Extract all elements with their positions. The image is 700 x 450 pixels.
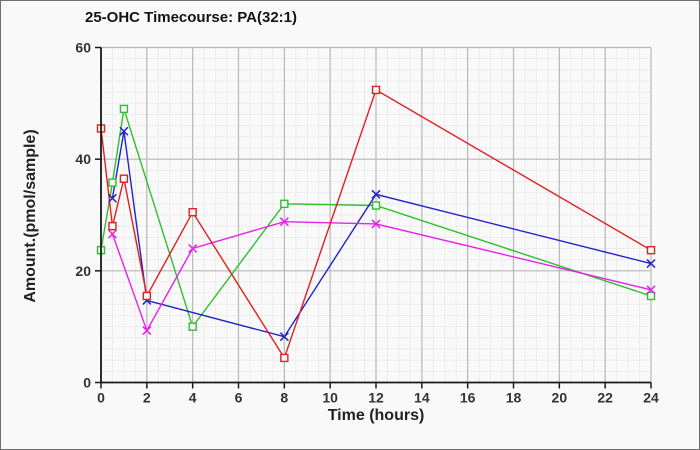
series-magenta-marker	[142, 326, 152, 336]
y-tick-label: 40	[75, 151, 91, 167]
series-magenta-marker	[371, 219, 381, 229]
series-green-marker	[108, 178, 117, 187]
series-red-marker	[371, 85, 381, 95]
x-tick-label: 0	[97, 390, 105, 406]
series-green-marker	[371, 201, 381, 210]
series-blue-marker	[279, 332, 289, 342]
series-red-marker	[188, 208, 197, 217]
series-red-marker	[119, 174, 129, 183]
series-green-marker	[646, 291, 656, 301]
x-tick-label: 8	[280, 390, 288, 406]
series-magenta-marker	[279, 217, 289, 227]
series-magenta-marker	[107, 229, 117, 239]
series-green-marker	[119, 104, 129, 114]
series-blue-marker	[646, 259, 656, 269]
x-tick-label: 20	[552, 390, 568, 406]
x-tick-label: 6	[235, 390, 243, 406]
series-green-marker	[188, 322, 197, 331]
series-magenta-line	[111, 220, 652, 333]
series-red-marker	[280, 353, 289, 363]
x-tick-label: 12	[368, 390, 384, 406]
x-axis-title: Time (hours)	[327, 407, 425, 424]
series-blue-line	[111, 131, 652, 338]
x-tick-label: 24	[643, 390, 659, 406]
x-tick-label: 22	[597, 390, 613, 406]
series-blue-marker	[119, 126, 129, 136]
series-blue-marker	[371, 189, 381, 199]
y-tick-label: 60	[75, 40, 91, 56]
y-tick-label: 0	[83, 375, 91, 391]
chart-title: 25-OHC Timecourse: PA(32:1)	[85, 9, 298, 26]
x-tick-label: 4	[189, 390, 197, 406]
series-red-marker	[646, 245, 656, 255]
x-tick-label: 2	[143, 390, 151, 406]
series-red-marker	[142, 291, 152, 301]
x-tick-label: 14	[414, 390, 430, 406]
series-red-marker	[108, 221, 117, 231]
x-tick-label: 10	[322, 390, 338, 406]
series-magenta-marker	[646, 285, 656, 295]
series-magenta-marker	[188, 243, 198, 254]
series-green-marker	[280, 199, 289, 209]
x-tick-label: 18	[506, 390, 522, 406]
series-blue-marker	[107, 193, 117, 203]
series-red-line	[100, 88, 652, 360]
x-tick-label: 16	[460, 390, 476, 406]
y-tick-label: 20	[75, 263, 91, 279]
y-axis-title: Amount.(pmol/sample)	[22, 129, 39, 303]
